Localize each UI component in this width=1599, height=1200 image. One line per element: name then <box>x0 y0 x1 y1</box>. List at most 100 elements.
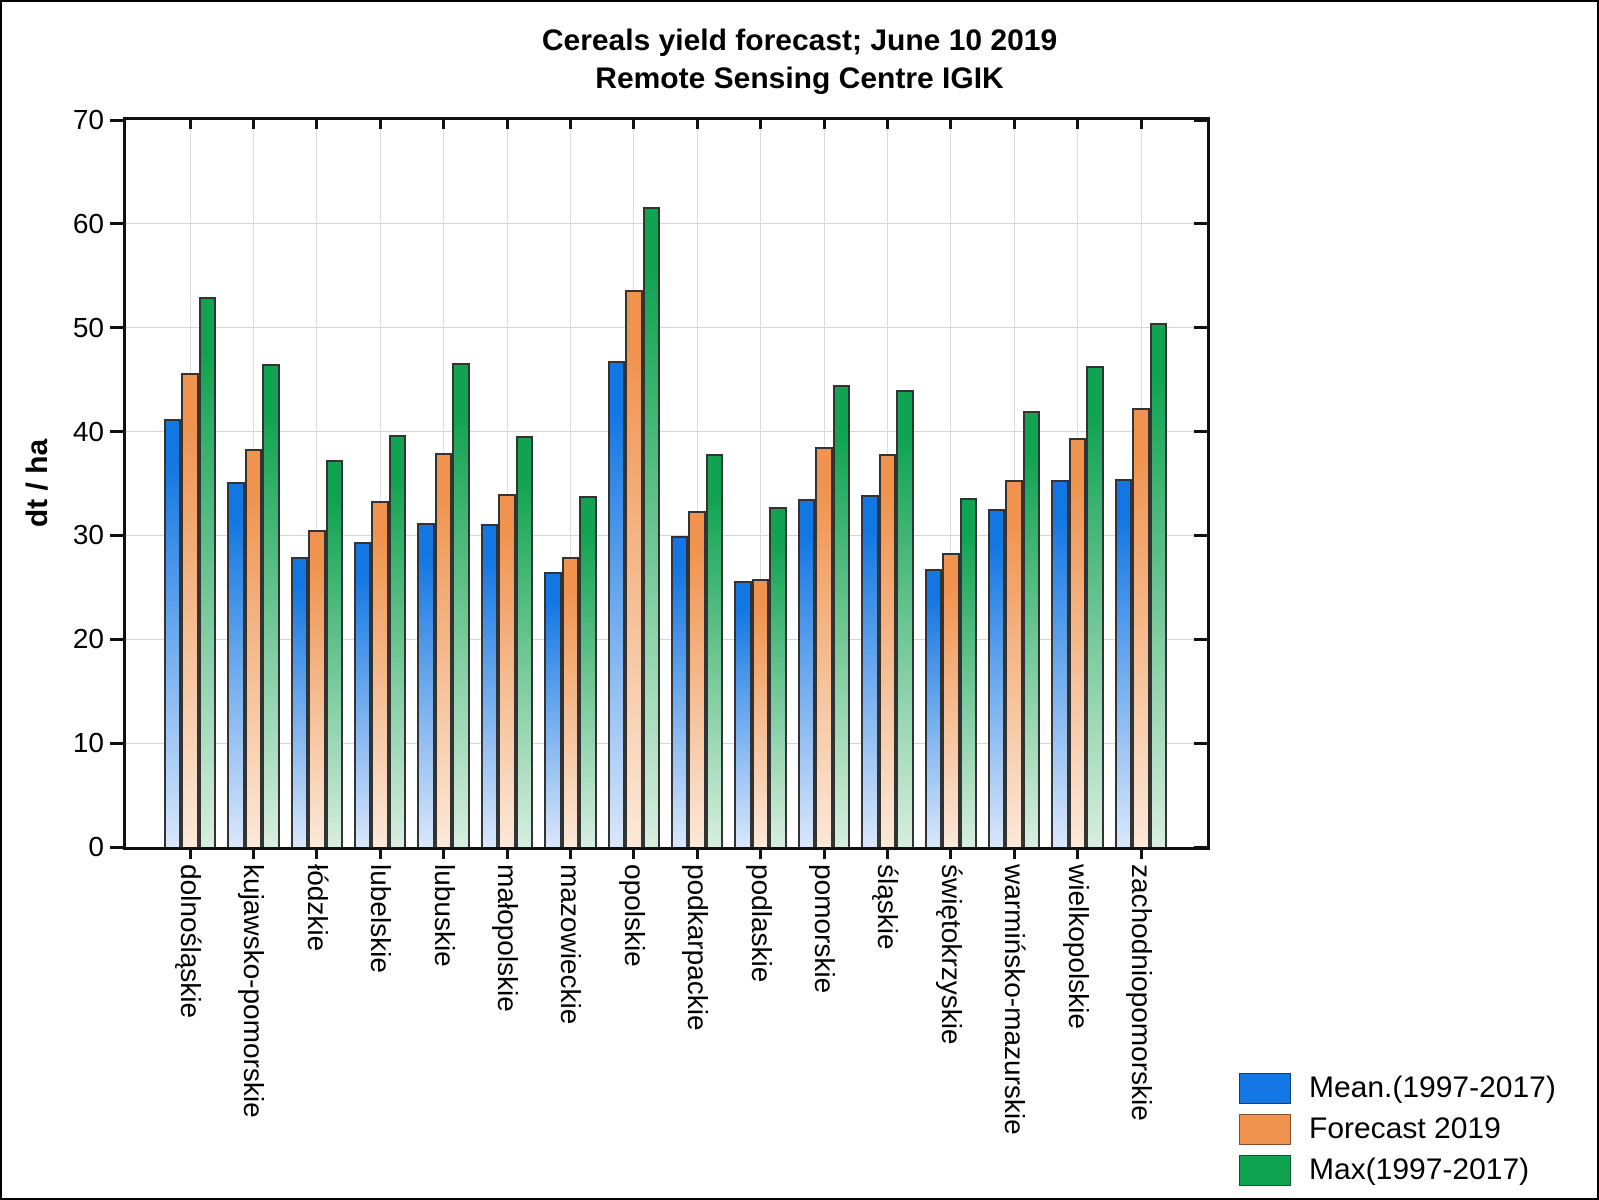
bar-świętokrzyskie-Mean.(1997-2017) <box>924 568 943 847</box>
bar-małopolskie-Max(1997-2017) <box>515 435 534 847</box>
y-gridline <box>126 327 1207 329</box>
y-axis-tick-right <box>1194 845 1207 849</box>
bar-świętokrzyskie-Max(1997-2017) <box>959 498 978 847</box>
bar-lubelskie-Forecast 2019 <box>371 501 389 847</box>
x-axis-tick-top <box>1012 120 1016 129</box>
x-axis-tick <box>188 850 192 859</box>
bar-lubuskie-Forecast 2019 <box>434 453 453 847</box>
bar-pomorskie-Forecast 2019 <box>815 447 833 847</box>
bar-śląskie-Forecast 2019 <box>878 454 897 847</box>
y-gridline <box>126 431 1207 433</box>
y-tick-label: 20 <box>72 623 104 655</box>
x-category-label: opolskie <box>618 864 650 967</box>
x-category-label: zachodniopomorskie <box>1126 864 1157 1121</box>
x-axis-tick <box>315 850 319 859</box>
y-axis-tick <box>110 741 123 745</box>
x-axis-tick-top <box>568 120 572 129</box>
y-tick-label: 70 <box>72 104 104 135</box>
legend-item-label: Mean.(1997-2017) <box>1309 1071 1556 1104</box>
bar-świętokrzyskie-Forecast 2019 <box>942 553 960 847</box>
x-axis-tick-top <box>885 120 889 129</box>
x-gridline <box>696 120 698 847</box>
x-axis-tick <box>695 850 699 859</box>
x-axis-tick-top <box>188 120 192 129</box>
y-tick-label: 60 <box>72 207 104 239</box>
bar-wielkopolskie-Forecast 2019 <box>1068 437 1087 847</box>
x-gridline <box>379 120 381 847</box>
bar-podkarpackie-Forecast 2019 <box>688 510 706 847</box>
x-category-label: kujawsko-pomorskie <box>238 864 270 1118</box>
bar-warmińsko-mazurskie-Forecast 2019 <box>1005 480 1023 847</box>
x-axis-tick <box>251 850 255 859</box>
x-axis-tick-top <box>315 120 319 129</box>
x-category-label: lubelskie <box>365 864 397 973</box>
bar-podkarpackie-Max(1997-2017) <box>705 454 724 847</box>
x-gridline <box>316 120 318 847</box>
x-category-label: wielkopolskie <box>1062 864 1094 1029</box>
chart-subtitle: Remote Sensing Centre IGIK <box>595 62 1004 95</box>
x-axis-tick-top <box>378 120 382 129</box>
y-tick-label: 10 <box>72 727 104 759</box>
x-axis-tick <box>949 850 953 859</box>
bar-lubelskie-Max(1997-2017) <box>388 434 407 847</box>
legend-item: Forecast 2019 <box>1239 1112 1556 1146</box>
bar-lubelskie-Mean.(1997-2017) <box>353 541 372 847</box>
x-category-label: warmińsko-mazurskie <box>999 864 1031 1135</box>
bar-lubuskie-Mean.(1997-2017) <box>417 522 435 847</box>
bar-podkarpackie-Mean.(1997-2017) <box>670 536 689 847</box>
x-gridline <box>506 120 508 847</box>
y-gridline <box>126 638 1207 640</box>
x-axis-tick-top <box>695 120 699 129</box>
bar-podlaskie-Mean.(1997-2017) <box>734 581 752 847</box>
x-axis-tick-top <box>822 120 826 129</box>
x-category-label: podlaskie <box>745 864 777 983</box>
x-axis-tick <box>1139 850 1143 859</box>
bar-łódzkie-Max(1997-2017) <box>325 459 344 847</box>
x-gridline <box>569 120 571 847</box>
y-gridline <box>126 534 1207 536</box>
x-axis-tick <box>885 850 889 859</box>
y-axis-tick <box>110 533 123 537</box>
x-category-label: łódzkie <box>301 864 333 952</box>
y-axis-tick <box>110 326 123 330</box>
x-axis-tick <box>632 850 636 859</box>
bar-kujawsko-pomorskie-Forecast 2019 <box>244 449 263 847</box>
x-axis-tick-top <box>949 120 953 129</box>
x-axis-tick <box>378 850 382 859</box>
bar-opolskie-Forecast 2019 <box>625 290 643 847</box>
legend-item: Max(1997-2017) <box>1239 1153 1556 1187</box>
y-axis-tick <box>110 222 123 226</box>
legend-swatch <box>1239 1072 1291 1104</box>
bar-opolskie-Max(1997-2017) <box>642 207 661 847</box>
x-category-label: dolnośląskie <box>175 864 206 1019</box>
bar-wielkopolskie-Max(1997-2017) <box>1086 366 1104 847</box>
y-axis-tick <box>110 430 123 434</box>
y-tick-label: 40 <box>72 415 104 447</box>
legend-swatch <box>1239 1154 1291 1186</box>
y-axis-tick <box>110 637 123 641</box>
bar-małopolskie-Forecast 2019 <box>498 493 516 847</box>
bar-łódzkie-Forecast 2019 <box>308 530 326 847</box>
y-axis-tick-right <box>1194 533 1207 537</box>
bar-kujawsko-pomorskie-Mean.(1997-2017) <box>227 482 245 847</box>
bar-opolskie-Mean.(1997-2017) <box>607 360 626 847</box>
x-category-label: mazowieckie <box>555 864 587 1025</box>
bar-mazowieckie-Mean.(1997-2017) <box>544 571 562 847</box>
bar-małopolskie-Mean.(1997-2017) <box>480 524 499 847</box>
bar-śląskie-Max(1997-2017) <box>896 390 914 847</box>
bar-zachodniopomorskie-Mean.(1997-2017) <box>1114 479 1133 847</box>
y-axis-tick <box>110 118 123 122</box>
bar-dolnośląskie-Forecast 2019 <box>181 373 199 847</box>
y-tick-label: 0 <box>88 831 104 862</box>
y-gridline <box>126 742 1207 744</box>
y-axis-tick-right <box>1194 118 1207 122</box>
bar-zachodniopomorskie-Forecast 2019 <box>1132 407 1150 847</box>
x-axis-tick <box>568 850 572 859</box>
x-gridline <box>950 120 952 847</box>
bar-łódzkie-Mean.(1997-2017) <box>290 557 309 847</box>
x-axis-tick <box>759 850 763 859</box>
legend: Mean.(1997-2017) Forecast 2019 Max(1997-20… <box>1239 1071 1556 1194</box>
y-axis-tick-right <box>1194 326 1207 330</box>
chart-title: Cereals yield forecast; June 10 2019 <box>541 24 1058 57</box>
